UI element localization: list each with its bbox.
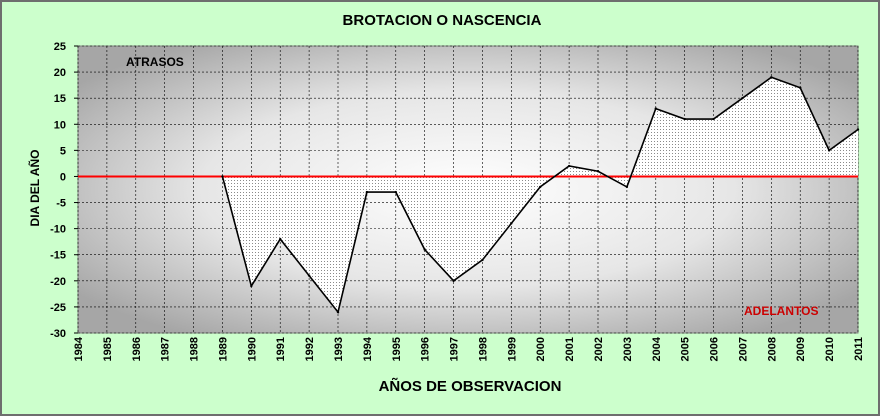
x-tick-label: 2000	[535, 337, 547, 361]
x-tick-label: 1990	[246, 337, 258, 361]
x-tick-label: 1987	[160, 337, 172, 361]
data-point	[712, 117, 715, 121]
x-tick-label: 2003	[622, 337, 634, 361]
data-point	[799, 86, 802, 89]
x-tick-label: 1996	[420, 337, 432, 361]
data-point	[481, 258, 484, 262]
data-point	[539, 185, 542, 189]
data-point	[336, 310, 340, 314]
y-tick-label: -25	[50, 302, 66, 314]
x-tick-label: 2004	[651, 336, 663, 361]
x-tick-label: 1993	[333, 337, 345, 361]
x-tick-label: 2002	[593, 337, 605, 361]
x-tick-label: 1988	[189, 337, 201, 361]
y-tick-label: -15	[50, 250, 66, 262]
y-tick-label: 0	[60, 171, 66, 183]
data-point	[827, 149, 831, 152]
x-tick-label: 1991	[275, 337, 287, 361]
chart-title: BROTACION O NASCENCIA	[342, 12, 542, 29]
data-point	[221, 175, 224, 178]
annotation-adelantos: ADELANTOS	[744, 304, 818, 318]
data-point	[307, 274, 311, 277]
x-tick-label: 2007	[737, 337, 749, 361]
data-point	[625, 185, 629, 189]
y-tick-label: -10	[50, 224, 66, 236]
y-tick-label: 10	[54, 119, 66, 131]
x-tick-label: 1992	[304, 337, 316, 361]
x-tick-label: 1997	[449, 337, 461, 361]
y-tick-label: 15	[54, 93, 66, 105]
x-tick-label: 1995	[391, 337, 403, 361]
data-point	[365, 190, 369, 194]
x-axis-label: AÑOS DE OBSERVACION	[378, 378, 562, 395]
x-tick-label: 1989	[217, 337, 229, 361]
data-point	[423, 248, 426, 251]
data-point	[770, 76, 773, 79]
y-tick-label: 20	[54, 67, 66, 79]
x-tick-label: 1994	[362, 336, 374, 361]
x-tick-label: 2010	[824, 337, 836, 361]
x-tick-label: 2006	[709, 337, 721, 361]
data-point	[250, 284, 253, 288]
annotation-atrasos: ATRASOS	[126, 55, 184, 69]
y-tick-label: 5	[60, 145, 66, 157]
x-tick-label: 1998	[477, 337, 489, 361]
data-point	[683, 117, 686, 121]
x-tick-label: 2001	[564, 337, 576, 361]
x-tick-label: 1985	[102, 337, 114, 361]
data-point	[654, 107, 657, 110]
data-point	[596, 170, 600, 173]
y-tick-label: -5	[56, 198, 66, 210]
x-tick-label: 2008	[766, 337, 778, 361]
data-point	[856, 128, 860, 131]
y-tick-label: -20	[50, 276, 66, 288]
y-tick-label: 25	[54, 41, 66, 53]
data-point	[279, 237, 282, 241]
data-point	[394, 190, 397, 194]
x-tick-label: 1984	[73, 336, 85, 361]
data-point	[510, 222, 513, 225]
x-tick-label: 2011	[853, 337, 865, 361]
data-point	[567, 164, 571, 168]
x-tick-label: 2005	[680, 337, 692, 361]
x-tick-label: 1999	[506, 337, 518, 361]
x-tick-label: 1986	[131, 337, 143, 361]
data-point	[452, 279, 455, 283]
x-tick-label: 2009	[795, 337, 807, 361]
data-point	[741, 96, 744, 100]
series-area-fill	[222, 77, 858, 313]
y-tick-label: -30	[50, 328, 66, 340]
